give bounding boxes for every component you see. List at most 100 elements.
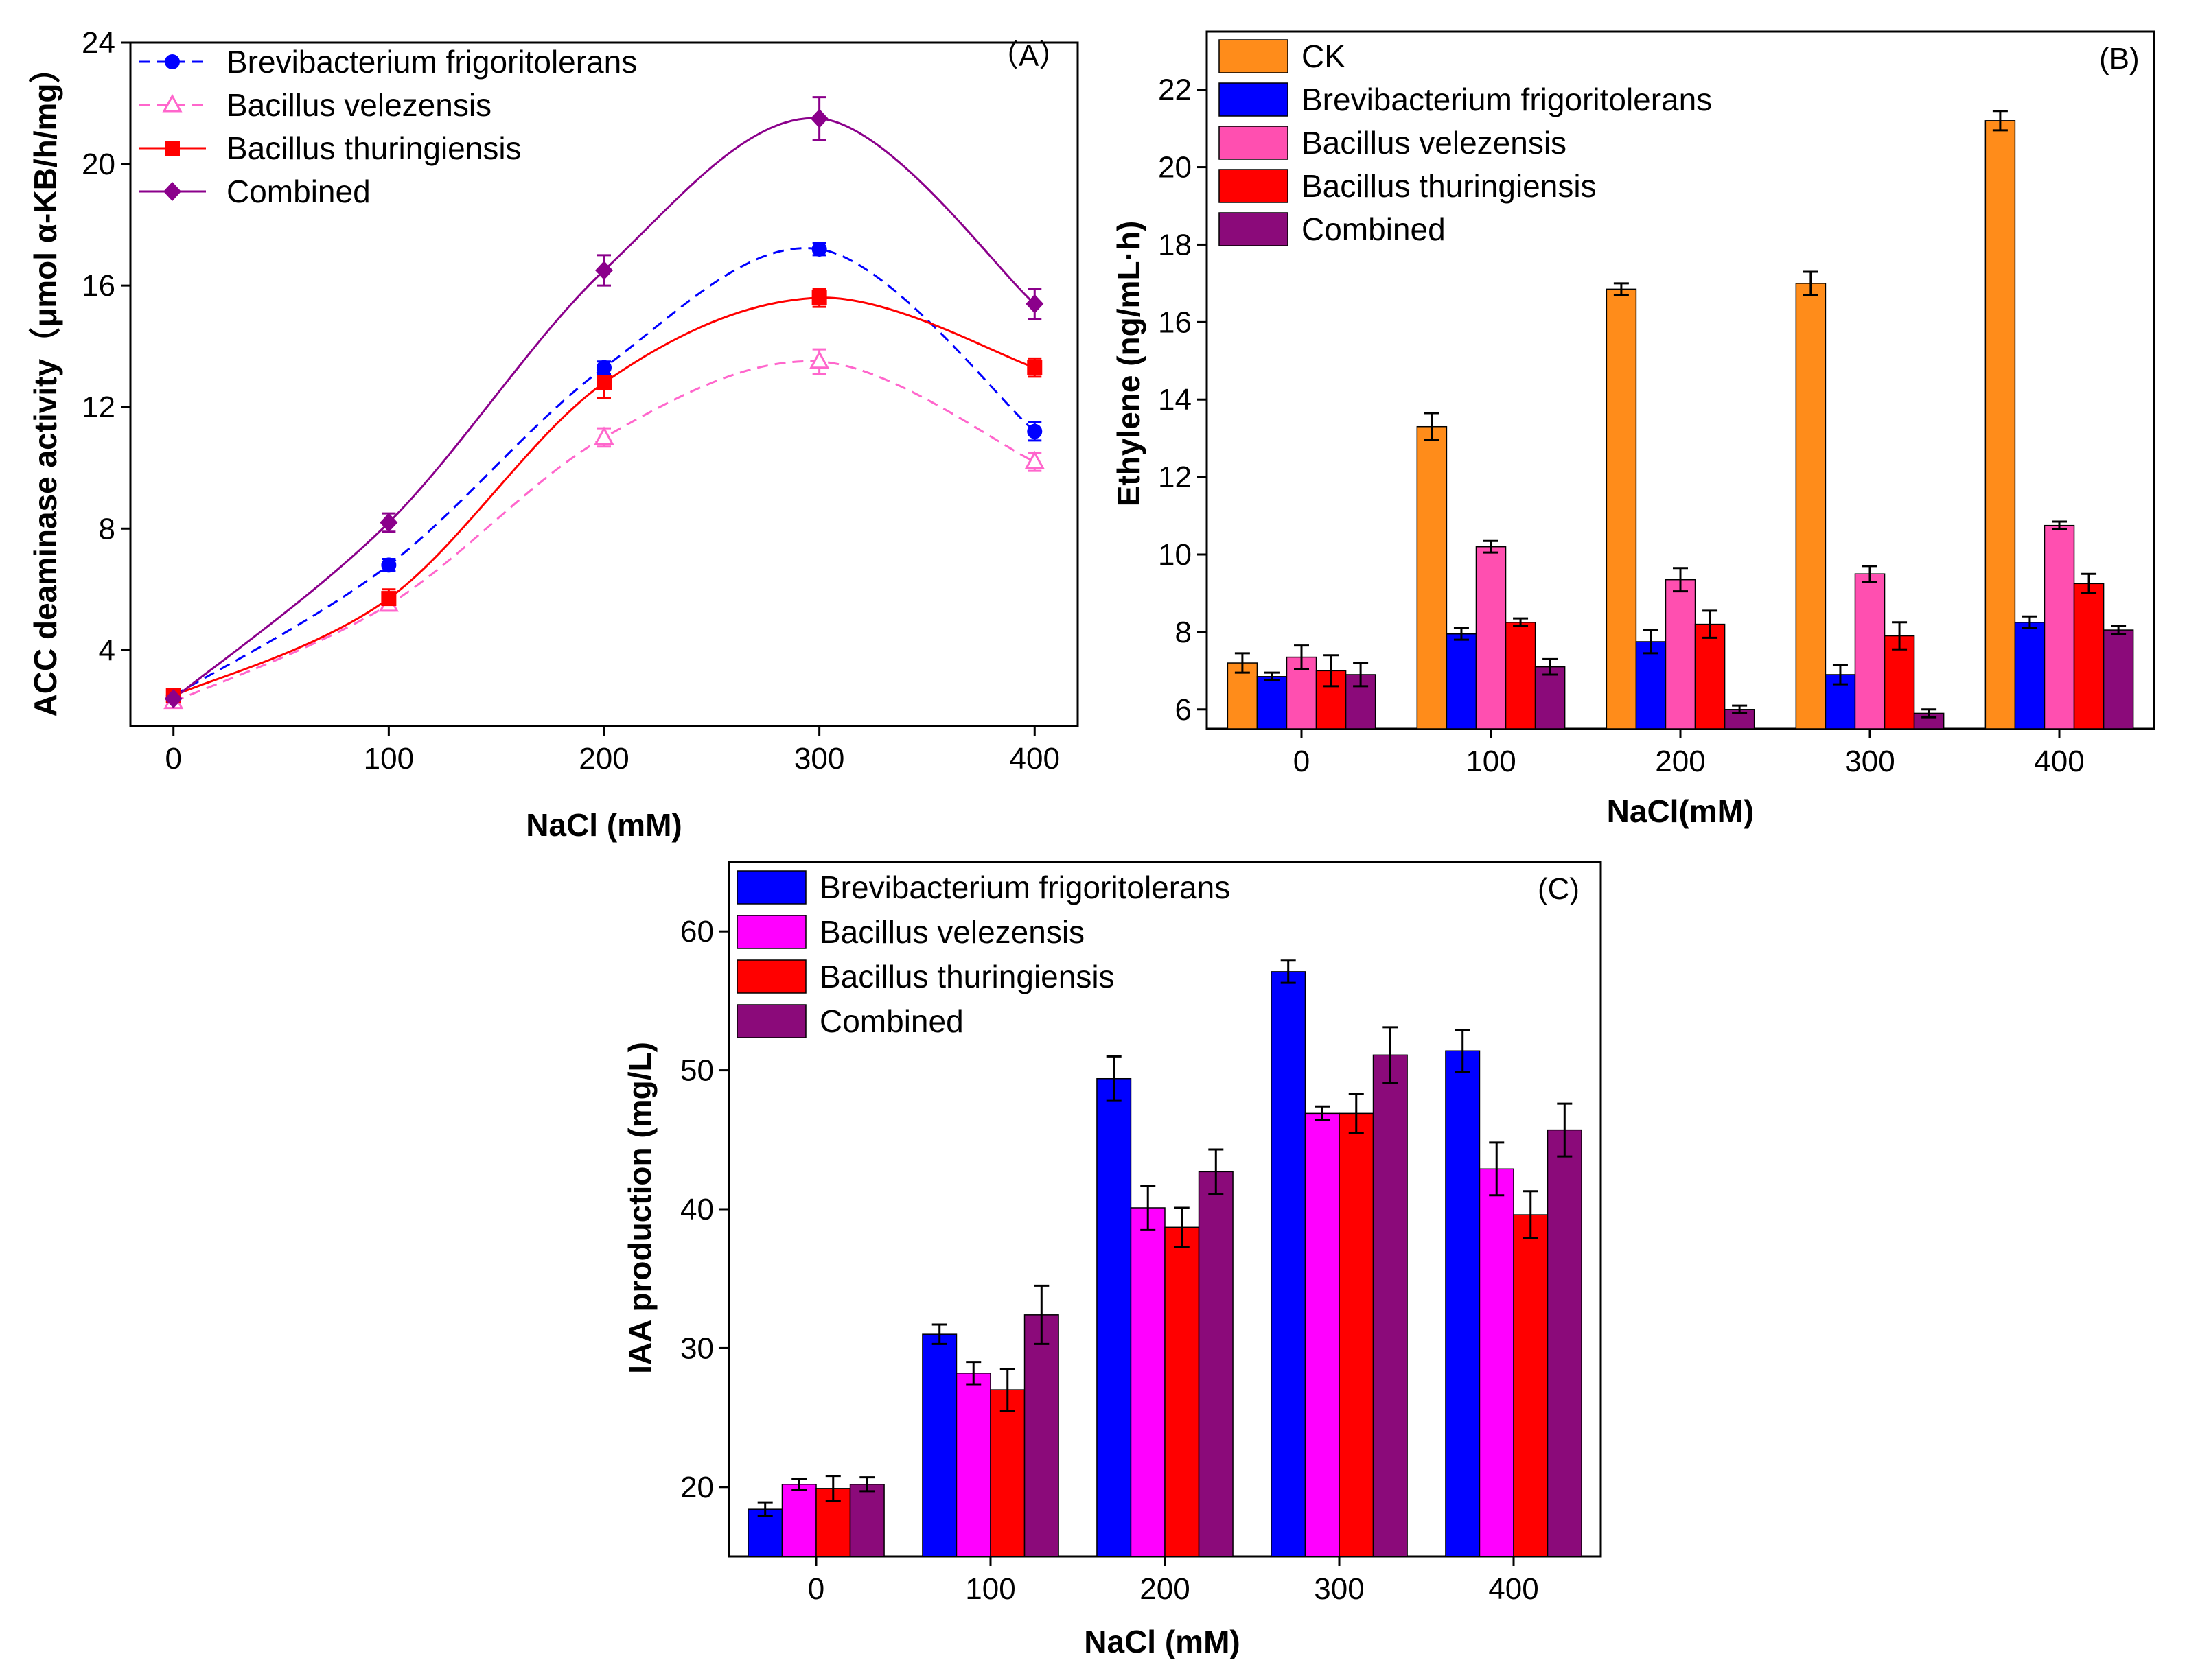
bar-bacillus-thuringiensis — [2073, 583, 2105, 730]
bar-bacillus-velezensis — [1665, 579, 1696, 730]
y-tick-label: 8 — [1175, 616, 1192, 649]
bar-brevibacterium-frigoritolerans — [1271, 971, 1306, 1557]
x-tick-label: 100 — [965, 1572, 1015, 1606]
error-bar — [2081, 572, 2097, 594]
y-tick-label: 14 — [1158, 383, 1192, 417]
legend-marker-brevibacterium-frigoritolerans — [165, 54, 180, 69]
error-bar — [2022, 615, 2037, 629]
error-bar — [1732, 704, 1748, 714]
error-bar — [2111, 625, 2127, 635]
x-tick-label: 200 — [1655, 745, 1705, 778]
y-tick-label: 10 — [1158, 538, 1192, 572]
bar-bacillus-velezensis — [2044, 524, 2075, 730]
error-bar — [1803, 270, 1818, 296]
error-bar — [966, 1361, 982, 1386]
error-bar — [1382, 1026, 1398, 1084]
x-tick-label: 400 — [1010, 742, 1060, 775]
error-bar — [1862, 565, 1877, 583]
x-tick-label: 300 — [1844, 745, 1895, 778]
error-bar — [1264, 671, 1280, 681]
bar-combined — [849, 1484, 885, 1557]
x-tick-label: 0 — [165, 742, 181, 775]
panel-c-error-bars — [757, 959, 1573, 1517]
error-bar — [1106, 1055, 1122, 1102]
bar-combined — [1198, 1171, 1234, 1557]
x-tick-label: 400 — [1488, 1572, 1538, 1606]
legend-swatch-brevibacterium-frigoritolerans — [1218, 82, 1288, 117]
error-bar — [1921, 708, 1937, 719]
bar-brevibacterium-frigoritolerans — [1635, 641, 1667, 730]
error-bar — [1513, 617, 1529, 627]
panel-b-legend: CK Brevibacterium frigoritolerans Bacillus… — [1218, 38, 1712, 247]
error-bar — [1174, 1206, 1190, 1248]
data-point-brevibacterium-frigoritolerans — [1027, 423, 1043, 439]
panel-c-iaa-production: 20 30 40 50 60 0 100 200 300 400 Brevibacterium … — [622, 861, 1602, 1659]
panel-c-x-axis: 0 100 200 300 400 — [808, 1556, 1539, 1606]
error-bar — [1523, 1190, 1538, 1239]
bar-ck — [1795, 283, 1827, 730]
error-bar — [1702, 609, 1718, 639]
error-bar — [1673, 567, 1688, 593]
data-point-brevibacterium-frigoritolerans — [597, 360, 612, 375]
legend-marker-bacillus-thuringiensis — [165, 141, 180, 156]
x-tick-label: 100 — [364, 742, 414, 775]
panel-c-bars — [748, 971, 1582, 1557]
error-bar — [1542, 657, 1558, 676]
panel-a-markers — [163, 108, 1045, 710]
legend-label: CK — [1301, 38, 1345, 74]
legend-swatch-combined — [1218, 212, 1288, 246]
panel-c-x-label: NaCl (mM) — [1084, 1624, 1240, 1659]
legend-label: Combined — [227, 174, 371, 209]
bar-bacillus-velezensis — [1304, 1112, 1340, 1557]
data-point-combined — [164, 689, 183, 709]
bar-bacillus-thuringiensis — [1513, 1214, 1549, 1557]
panel-b-bars — [1227, 120, 2134, 730]
y-tick-label: 20 — [680, 1471, 714, 1504]
bar-brevibacterium-frigoritolerans — [1445, 1050, 1481, 1557]
panel-b-error-bars — [1234, 110, 2127, 719]
series-line-bacillus-velezensis — [173, 360, 1035, 703]
legend-swatch-bacillus-thuringiensis — [1218, 169, 1288, 203]
bar-brevibacterium-frigoritolerans — [1825, 674, 1856, 730]
data-point-bacillus-thuringiensis — [597, 375, 612, 390]
legend-label: Brevibacterium frigoritolerans — [820, 870, 1230, 905]
error-bar — [999, 1368, 1015, 1412]
legend-label: Bacillus thuringiensis — [227, 130, 522, 166]
panel-b-x-label: NaCl(mM) — [1607, 793, 1755, 829]
panel-b-title: (B) — [2099, 42, 2140, 75]
bar-ck — [1984, 120, 2016, 730]
data-point-brevibacterium-frigoritolerans — [811, 242, 827, 257]
error-bar — [1280, 959, 1296, 984]
legend-label: Combined — [1301, 211, 1446, 247]
legend-label: Combined — [820, 1003, 964, 1039]
panel-c-y-axis: 20 30 40 50 60 — [680, 915, 729, 1504]
error-bar — [1832, 664, 1848, 686]
bar-bacillus-velezensis — [956, 1373, 991, 1557]
error-bar — [1483, 539, 1498, 554]
data-point-bacillus-thuringiensis — [811, 290, 827, 305]
bar-brevibacterium-frigoritolerans — [2014, 622, 2046, 730]
bar-bacillus-velezensis — [1130, 1207, 1166, 1557]
x-tick-label: 300 — [794, 742, 844, 775]
error-bar — [1294, 644, 1309, 670]
error-bar — [1613, 282, 1629, 296]
error-bar — [1208, 1148, 1224, 1195]
error-bar — [791, 1478, 807, 1491]
error-bar — [1643, 629, 1658, 655]
data-point-bacillus-thuringiensis — [381, 591, 397, 607]
error-bar — [1140, 1185, 1156, 1231]
y-tick-label: 30 — [680, 1331, 714, 1365]
y-tick-label: 16 — [82, 269, 115, 303]
panel-b-x-axis: 0 100 200 300 400 — [1293, 729, 2085, 778]
panel-a-legend: Brevibacterium frigoritolerans Bacillus v… — [139, 44, 637, 209]
panel-c-y-label: IAA production (mg/L) — [622, 1042, 658, 1374]
error-bar — [1424, 412, 1439, 441]
x-tick-label: 0 — [1293, 745, 1310, 778]
panel-b-ethylene: 6 8 10 12 14 16 18 20 22 0 100 200 300 400 CK Breviba… — [1111, 30, 2155, 829]
y-tick-label: 12 — [1158, 460, 1192, 494]
bar-brevibacterium-frigoritolerans — [922, 1333, 958, 1557]
bar-bacillus-thuringiensis — [1505, 622, 1536, 730]
error-bar — [2052, 520, 2067, 530]
bar-ck — [1606, 288, 1637, 730]
